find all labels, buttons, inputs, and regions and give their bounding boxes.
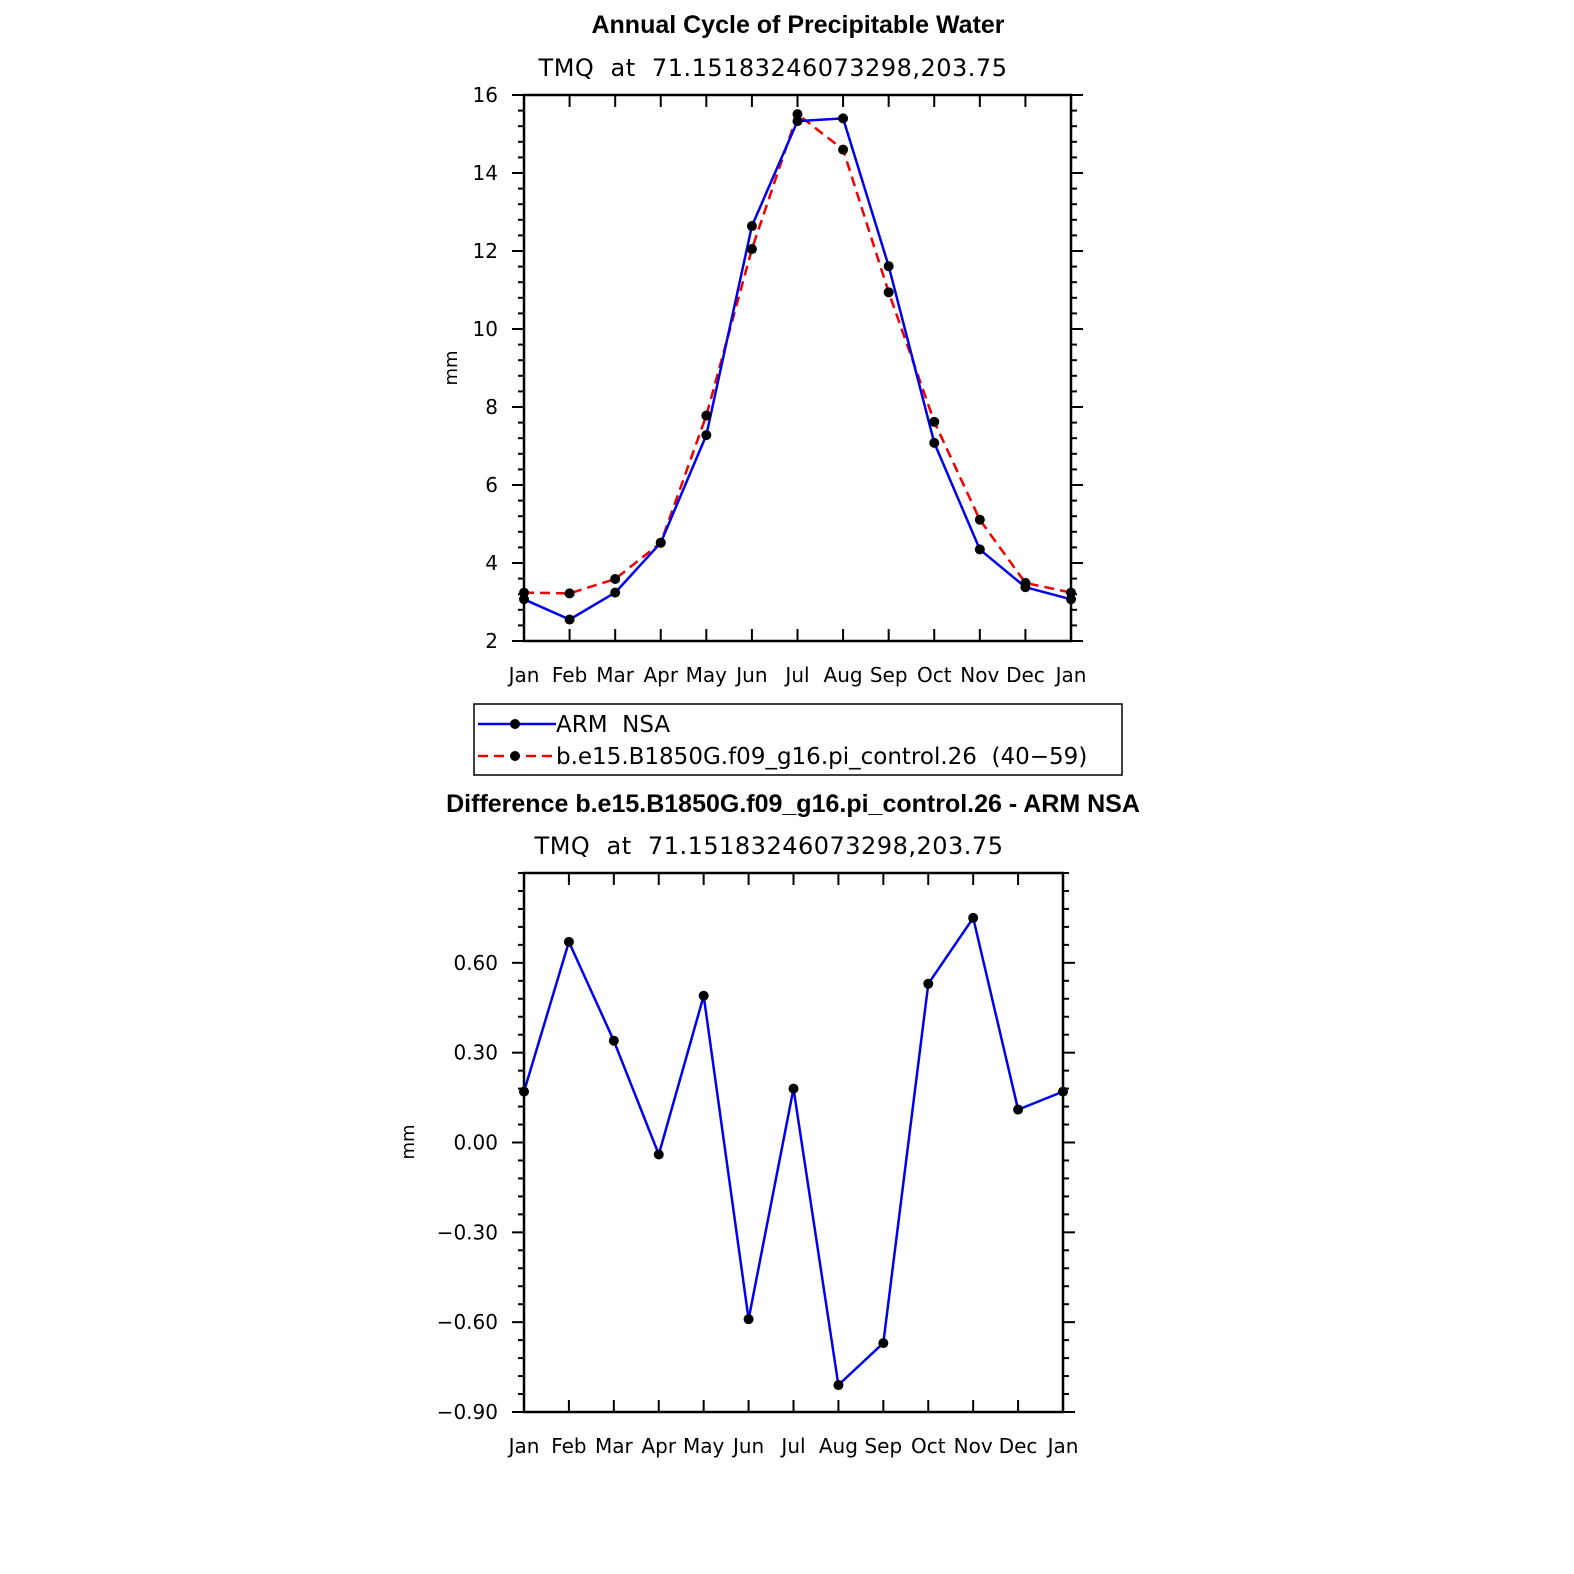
- y-tick-label: 0.00: [453, 1131, 498, 1155]
- y-tick-labels: −0.90 −0.60 −0.30 0.00 0.30 0.60: [437, 951, 498, 1424]
- x-tick-label: Aug: [819, 1434, 858, 1458]
- x-tick-label: Mar: [595, 1434, 634, 1458]
- series-line-1: [523, 112, 1072, 595]
- y-tick-label: 12: [473, 239, 498, 263]
- axis-ticks: [512, 872, 1075, 1413]
- data-point: [743, 1314, 754, 1325]
- x-tick-label: Jan: [1046, 1434, 1079, 1458]
- x-tick-label: Nov: [960, 663, 999, 687]
- x-tick-labels: Jan Feb Mar Apr May Jun Jul Aug Sep Oct Nov Dec Jan: [507, 663, 1087, 687]
- x-tick-label: Sep: [870, 663, 908, 687]
- x-tick-label: Aug: [824, 663, 863, 687]
- data-point: [974, 514, 985, 525]
- x-tick-label: Sep: [864, 1434, 902, 1458]
- legend-box: [473, 703, 1123, 776]
- y-tick-labels: 2 4 6 8 10 12 14 16: [473, 83, 498, 653]
- legend-marker-obs: [510, 719, 520, 729]
- y-tick-label: −0.90: [437, 1400, 498, 1424]
- y-axis-label: mm: [398, 1124, 419, 1159]
- data-point: [838, 144, 849, 155]
- y-tick-label: 0.30: [453, 1041, 498, 1065]
- data-point: [792, 116, 803, 127]
- y-tick-label: −0.30: [437, 1220, 498, 1244]
- x-tick-label: Apr: [641, 1434, 676, 1458]
- x-tick-label: Feb: [551, 1434, 586, 1458]
- x-tick-label: Jan: [507, 1434, 540, 1458]
- data-point: [746, 244, 757, 255]
- data-point: [701, 410, 712, 421]
- y-tick-label: 2: [485, 629, 498, 653]
- data-point: [655, 537, 666, 548]
- chart-subtitle: TMQ at 71.15183246073298,203.75: [534, 832, 1004, 860]
- x-tick-label: May: [686, 663, 728, 687]
- series-layer: [519, 109, 1076, 625]
- x-tick-label: Dec: [1006, 663, 1045, 687]
- data-point: [746, 221, 757, 232]
- series-layer: [519, 912, 1068, 1391]
- data-point: [792, 109, 803, 120]
- data-point: [878, 1338, 889, 1349]
- axis-ticks: [512, 94, 1083, 642]
- x-tick-labels: Jan Feb Mar Apr May Jun Jul Aug Sep Oct Nov Dec Jan: [507, 1434, 1079, 1458]
- y-tick-label: −0.60: [437, 1310, 498, 1334]
- data-point: [698, 990, 709, 1001]
- data-point: [833, 1380, 844, 1391]
- data-point: [653, 1149, 664, 1160]
- annual-cycle-panel: Annual Cycle of Precipitable Water TMQ a…: [441, 11, 1086, 687]
- x-tick-label: Jan: [1054, 663, 1087, 687]
- series-line-0: [522, 916, 1064, 1387]
- y-tick-label: 14: [473, 161, 498, 185]
- x-tick-label: Apr: [643, 663, 678, 687]
- data-point: [608, 1035, 619, 1046]
- y-tick-label: 10: [473, 317, 498, 341]
- data-point: [883, 287, 894, 298]
- y-tick-label: 8: [485, 395, 498, 419]
- data-point: [1020, 582, 1031, 593]
- legend-label-obs: ARM NSA: [556, 712, 670, 738]
- series-line-0: [523, 117, 1072, 621]
- data-point: [610, 573, 621, 584]
- data-point: [1013, 1104, 1024, 1115]
- y-tick-label: 16: [473, 83, 498, 107]
- chart-subtitle: TMQ at 71.15183246073298,203.75: [538, 54, 1008, 82]
- y-tick-label: 0.60: [453, 951, 498, 975]
- y-tick-label: 4: [485, 551, 498, 575]
- legend: ARM NSA b.e15.B1850G.f09_g16.pi_control.…: [473, 703, 1123, 776]
- data-point: [788, 1083, 799, 1094]
- data-point: [929, 437, 940, 448]
- legend-marker-model: [510, 751, 520, 761]
- chart-title: Difference b.e15.B1850G.f09_g16.pi_contr…: [446, 790, 1140, 818]
- data-point: [923, 978, 934, 989]
- data-point: [610, 587, 621, 598]
- x-tick-label: Jan: [507, 663, 540, 687]
- data-point: [968, 912, 979, 923]
- y-tick-label: 6: [485, 473, 498, 497]
- x-tick-label: Oct: [917, 663, 952, 687]
- data-point: [564, 588, 575, 599]
- x-tick-label: Jul: [783, 663, 809, 687]
- x-tick-label: Dec: [999, 1434, 1038, 1458]
- chart-title: Annual Cycle of Precipitable Water: [591, 11, 1004, 39]
- x-tick-label: Oct: [911, 1434, 946, 1458]
- x-tick-label: Jun: [734, 663, 767, 687]
- x-tick-label: Mar: [596, 663, 635, 687]
- difference-panel: Difference b.e15.B1850G.f09_g16.pi_contr…: [398, 790, 1140, 1458]
- x-tick-label: Jun: [731, 1434, 764, 1458]
- data-point: [701, 430, 712, 441]
- data-point: [838, 113, 849, 124]
- x-tick-label: Feb: [552, 663, 587, 687]
- data-point: [974, 544, 985, 555]
- y-axis-label: mm: [441, 350, 462, 385]
- plot-frame: [522, 871, 1065, 1414]
- legend-label-model: b.e15.B1850G.f09_g16.pi_control.26 (40−5…: [556, 744, 1087, 770]
- plot-frame: [522, 93, 1073, 643]
- data-point: [564, 614, 575, 625]
- data-point: [929, 416, 940, 427]
- x-tick-label: May: [683, 1434, 725, 1458]
- data-point: [563, 936, 574, 947]
- x-tick-label: Nov: [954, 1434, 993, 1458]
- x-tick-label: Jul: [779, 1434, 805, 1458]
- data-point: [883, 261, 894, 272]
